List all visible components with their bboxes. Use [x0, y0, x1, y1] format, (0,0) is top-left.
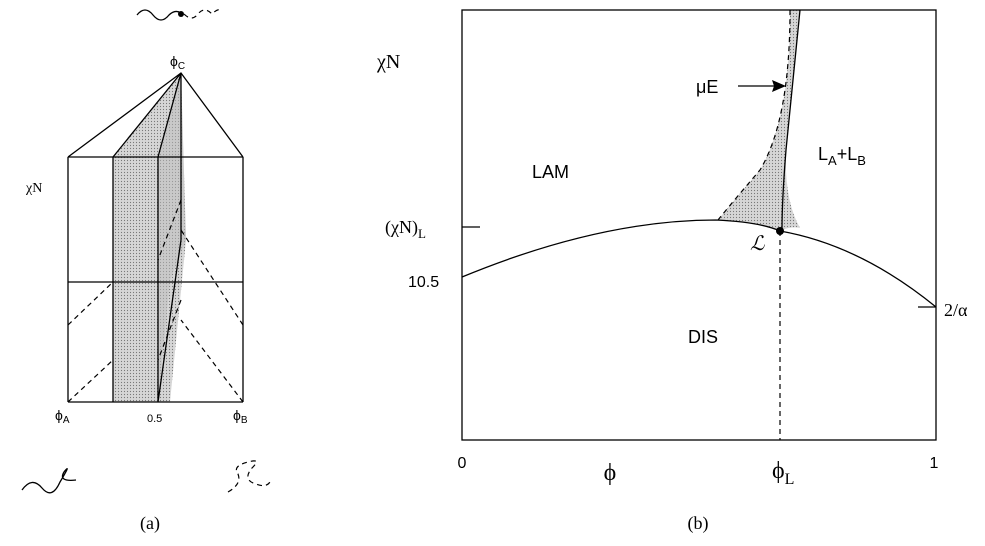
y-label: χN	[25, 181, 42, 196]
caption: (b)	[688, 513, 709, 534]
junction-dot	[178, 11, 184, 17]
region-label: LA+LB	[818, 144, 866, 168]
order-disorder-curve	[462, 220, 936, 307]
caption: (a)	[140, 513, 160, 534]
point-label: ℒ	[750, 233, 765, 255]
region-label: LAM	[532, 162, 569, 182]
tick	[462, 227, 936, 307]
figure: ϕC χN ϕA 0.5 ϕB (a) χN μE LAM LA+LB (χN)…	[0, 0, 985, 546]
apex-label: ϕC	[170, 53, 185, 72]
corner-label: ϕB	[233, 407, 248, 426]
y-label: χN	[376, 51, 400, 73]
x-label: ϕ	[604, 460, 617, 486]
lifshitz-point	[776, 227, 784, 235]
plot-frame	[462, 10, 936, 440]
tick-label: 2/α	[944, 300, 968, 320]
panel-b: χN μE LAM LA+LB (χN)L 10.5 ℒ DIS 2/α 0 ϕ…	[376, 10, 968, 534]
mu-e-region	[718, 10, 800, 231]
chain-icon	[137, 10, 181, 20]
panel-a: ϕC χN ϕA 0.5 ϕB (a)	[22, 10, 270, 535]
arrow-label: μE	[696, 77, 718, 97]
corner-label: ϕA	[55, 407, 70, 426]
chain-icon	[22, 469, 76, 493]
x-tick-label: 1	[930, 455, 939, 472]
tick-label: 10.5	[408, 274, 439, 291]
mid-label: 0.5	[147, 413, 162, 425]
chain-icon	[184, 10, 222, 19]
arrow-head	[772, 80, 786, 92]
x-tick-label: ϕL	[772, 458, 794, 488]
tick-label: (χN)L	[385, 217, 426, 241]
chain-icon	[228, 461, 270, 492]
x-tick-label: 0	[458, 455, 467, 472]
region-label: DIS	[688, 327, 718, 347]
